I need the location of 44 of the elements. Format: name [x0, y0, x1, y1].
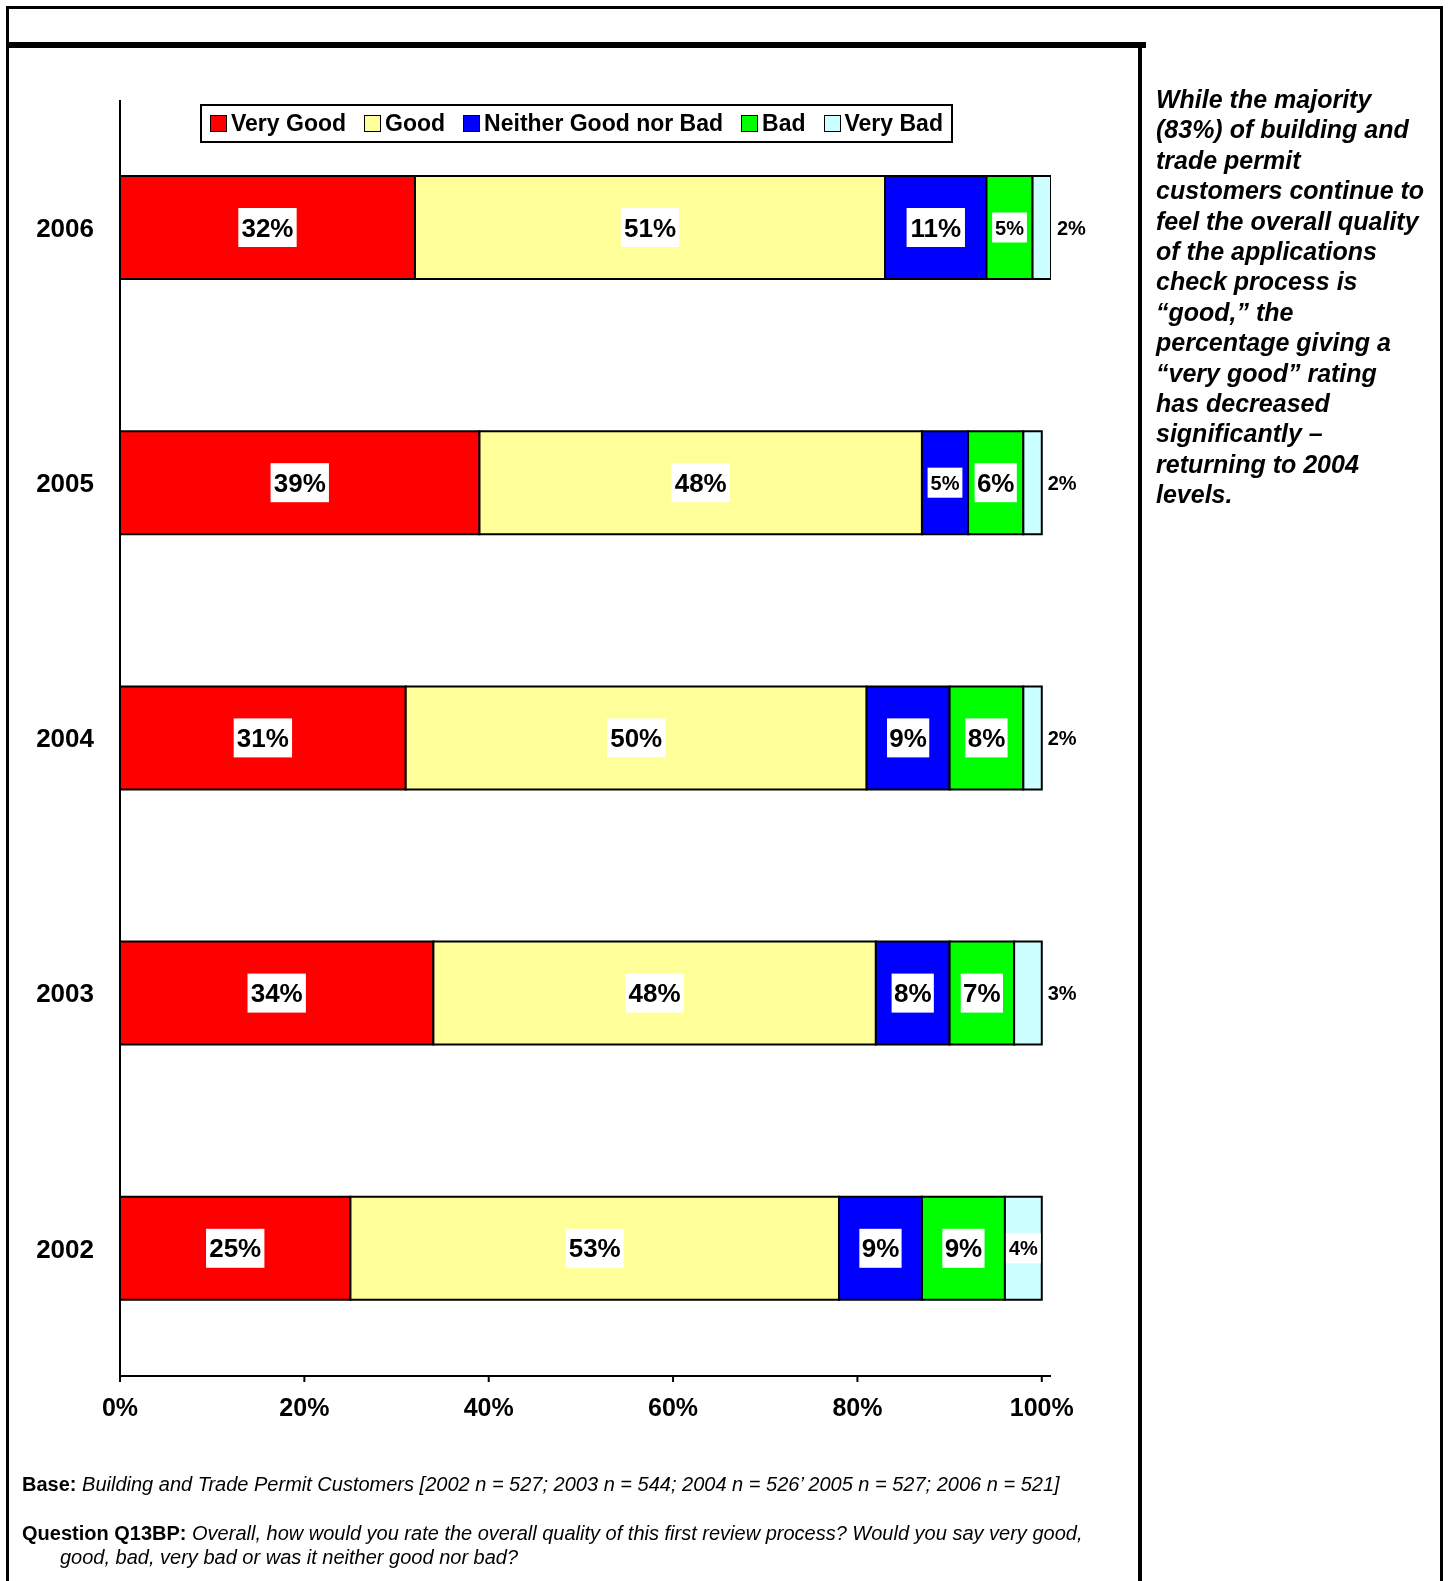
data-label: 7%	[963, 978, 1001, 1009]
data-label: 5%	[930, 471, 960, 494]
data-label: 9%	[944, 1233, 983, 1264]
text: Question Q13BP: Overall, how would you rate the overall quality of this first review process? Would you say very good, good, bad, very bad or was it neither good nor bad?	[22, 1522, 1083, 1568]
data-label: 11%	[910, 212, 962, 243]
y-tick-label: 2006	[36, 212, 94, 243]
legend-label: Neither Good nor Bad	[483, 110, 724, 137]
y-tick-label: 2004	[36, 723, 95, 754]
y-tick-label: 2005	[36, 468, 94, 499]
x-tick-label: 100%	[1009, 1392, 1074, 1421]
data-label: 48%	[628, 978, 681, 1009]
legend-label: Good	[384, 110, 446, 137]
legend-label: Bad	[761, 110, 806, 137]
data-label: 8%	[967, 722, 1006, 753]
data-label: 51%	[624, 212, 677, 243]
text: Base: Building and Trade Permit Customers [2002 n = 527; 2003 n = 544; 2004 n = 526’ 2005 n = 527; 2006 n = 521]	[22, 1473, 1060, 1495]
data-label: 6%	[976, 467, 1015, 498]
data-label: 2%	[1056, 216, 1087, 239]
data-label: 9%	[889, 722, 927, 753]
data-label: 50%	[610, 722, 663, 753]
data-label: 4%	[1008, 1237, 1039, 1260]
data-label: 53%	[568, 1233, 621, 1264]
data-label: 9%	[861, 1233, 900, 1264]
x-tick-label: 80%	[832, 1392, 883, 1421]
data-label: 31%	[236, 722, 289, 753]
data-label: 3%	[1047, 982, 1077, 1005]
data-label: 39%	[273, 467, 326, 498]
x-tick-label: 0%	[101, 1392, 139, 1421]
data-label: 8%	[893, 978, 932, 1009]
legend-label: Very Good	[230, 110, 347, 137]
data-label: 32%	[241, 212, 294, 243]
x-tick-label: 20%	[279, 1392, 330, 1421]
text: While the majority (83%) of building and trade permit customers continue to feel the overall quality of the applications check process is “good,” the percentage giving a “very good” rating has decreased significantly – returning to 2004 levels.	[1156, 85, 1425, 509]
x-tick-label: 40%	[463, 1392, 514, 1421]
data-label: 2%	[1047, 726, 1077, 749]
data-label: 5%	[995, 216, 1025, 239]
data-label: 34%	[250, 978, 303, 1009]
data-label: 48%	[674, 467, 727, 498]
y-tick-label: 2002	[36, 1233, 94, 1264]
legend-label: Very Bad	[843, 110, 943, 137]
data-label: 2%	[1047, 471, 1077, 494]
x-tick-label: 60%	[648, 1392, 699, 1421]
y-tick-label: 2003	[36, 978, 94, 1009]
data-label: 25%	[209, 1233, 262, 1264]
